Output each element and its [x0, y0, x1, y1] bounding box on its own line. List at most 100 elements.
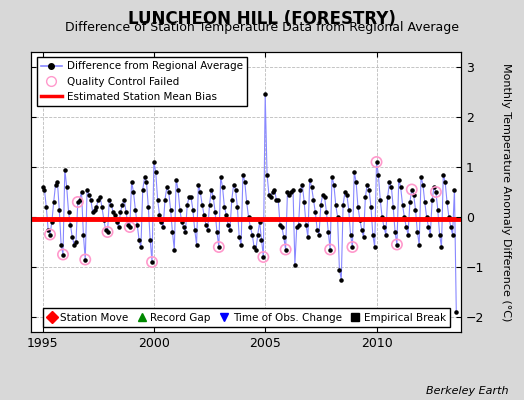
Point: [350, 169, 358, 175]
Point: [137, 244, 145, 250]
Point: [419, 181, 427, 188]
Point: [248, 231, 256, 238]
Point: [365, 186, 373, 193]
Point: [154, 196, 162, 203]
Point: [185, 194, 193, 200]
Point: [263, 171, 271, 178]
Point: [92, 204, 101, 210]
Legend: Station Move, Record Gap, Time of Obs. Change, Empirical Break: Station Move, Record Gap, Time of Obs. C…: [42, 308, 450, 327]
Point: [357, 226, 366, 233]
Point: [373, 159, 381, 165]
Point: [226, 226, 234, 233]
Point: [196, 189, 204, 195]
Point: [66, 221, 74, 228]
Point: [135, 236, 143, 243]
Point: [330, 181, 338, 188]
Point: [159, 224, 167, 230]
Point: [51, 181, 60, 188]
Point: [109, 209, 117, 215]
Point: [224, 221, 232, 228]
Point: [395, 176, 403, 183]
Point: [400, 214, 409, 220]
Point: [259, 254, 268, 260]
Point: [243, 199, 251, 205]
Point: [235, 234, 244, 240]
Text: LUNCHEON HILL (FORESTRY): LUNCHEON HILL (FORESTRY): [128, 10, 396, 28]
Point: [370, 244, 379, 250]
Point: [90, 206, 99, 213]
Point: [352, 179, 361, 185]
Point: [72, 239, 80, 245]
Point: [203, 226, 212, 233]
Point: [363, 181, 372, 188]
Point: [413, 229, 421, 235]
Point: [348, 244, 357, 250]
Point: [397, 184, 405, 190]
Point: [311, 209, 320, 215]
Point: [78, 189, 86, 195]
Point: [220, 204, 228, 210]
Point: [86, 196, 95, 203]
Point: [155, 211, 163, 218]
Point: [207, 186, 215, 193]
Point: [267, 194, 275, 200]
Point: [409, 191, 418, 198]
Point: [255, 219, 264, 225]
Point: [300, 199, 308, 205]
Point: [421, 199, 429, 205]
Point: [424, 224, 433, 230]
Point: [402, 224, 410, 230]
Point: [44, 226, 52, 233]
Point: [94, 196, 102, 203]
Point: [341, 189, 349, 195]
Point: [268, 189, 277, 195]
Point: [192, 241, 201, 248]
Point: [227, 196, 236, 203]
Point: [168, 229, 177, 235]
Point: [430, 184, 438, 190]
Point: [261, 91, 269, 98]
Point: [48, 219, 56, 225]
Point: [174, 186, 182, 193]
Point: [209, 194, 217, 200]
Point: [127, 179, 136, 185]
Point: [337, 276, 345, 283]
Point: [432, 189, 440, 195]
Point: [114, 224, 123, 230]
Point: [216, 174, 225, 180]
Point: [176, 206, 184, 213]
Point: [252, 246, 260, 253]
Point: [254, 231, 262, 238]
Point: [373, 159, 381, 165]
Point: [194, 181, 203, 188]
Point: [445, 214, 453, 220]
Point: [380, 224, 388, 230]
Point: [433, 206, 442, 213]
Point: [450, 186, 458, 193]
Point: [129, 189, 138, 195]
Point: [230, 181, 238, 188]
Point: [432, 189, 440, 195]
Point: [79, 231, 88, 238]
Text: Difference of Station Temperature Data from Regional Average: Difference of Station Temperature Data f…: [65, 21, 459, 34]
Text: Berkeley Earth: Berkeley Earth: [426, 386, 508, 396]
Point: [59, 251, 67, 258]
Point: [441, 179, 450, 185]
Point: [389, 204, 397, 210]
Point: [122, 209, 130, 215]
Point: [138, 186, 147, 193]
Point: [435, 231, 444, 238]
Point: [270, 186, 279, 193]
Point: [100, 216, 108, 223]
Point: [283, 189, 292, 195]
Point: [70, 241, 78, 248]
Point: [385, 179, 394, 185]
Point: [422, 214, 431, 220]
Point: [105, 196, 114, 203]
Point: [343, 191, 351, 198]
Point: [257, 236, 266, 243]
Point: [46, 231, 54, 238]
Point: [146, 236, 155, 243]
Point: [89, 209, 97, 215]
Point: [213, 229, 221, 235]
